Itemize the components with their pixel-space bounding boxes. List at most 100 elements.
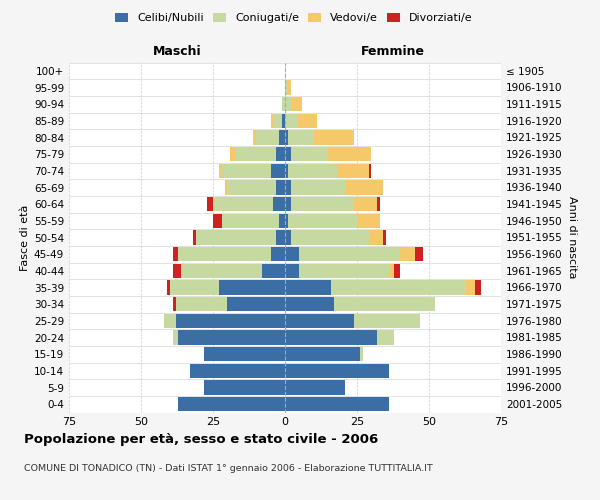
Bar xyxy=(285,247,299,261)
Bar xyxy=(282,97,285,112)
Bar xyxy=(236,147,277,161)
Bar xyxy=(285,97,291,112)
Bar xyxy=(262,264,285,278)
Bar xyxy=(178,330,285,344)
Text: COMUNE DI TONADICO (TN) - Dati ISTAT 1° gennaio 2006 - Elaborazione TUTTITALIA.I: COMUNE DI TONADICO (TN) - Dati ISTAT 1° … xyxy=(24,464,433,473)
Bar xyxy=(299,264,389,278)
Bar xyxy=(334,297,435,311)
Bar xyxy=(475,280,481,294)
Bar xyxy=(357,214,380,228)
Bar xyxy=(285,80,288,94)
Bar xyxy=(285,114,296,128)
Bar xyxy=(178,397,285,411)
Bar xyxy=(279,130,285,144)
Bar xyxy=(205,380,285,394)
Bar xyxy=(227,180,277,194)
Bar xyxy=(230,147,236,161)
Bar xyxy=(193,230,196,244)
Text: Maschi: Maschi xyxy=(152,44,202,58)
Bar xyxy=(328,147,371,161)
Bar xyxy=(377,197,380,211)
Bar xyxy=(219,280,285,294)
Bar xyxy=(400,247,415,261)
Bar xyxy=(170,280,219,294)
Bar xyxy=(288,214,357,228)
Bar xyxy=(176,297,227,311)
Bar xyxy=(271,164,285,178)
Text: Femmine: Femmine xyxy=(361,44,425,58)
Bar xyxy=(285,197,291,211)
Bar xyxy=(288,80,291,94)
Bar xyxy=(173,264,181,278)
Bar xyxy=(205,347,285,361)
Bar xyxy=(219,164,221,178)
Bar xyxy=(285,397,389,411)
Bar xyxy=(285,147,291,161)
Bar xyxy=(271,247,285,261)
Bar xyxy=(213,214,221,228)
Bar xyxy=(253,130,256,144)
Bar xyxy=(360,347,363,361)
Bar xyxy=(383,230,386,244)
Bar xyxy=(288,130,314,144)
Bar xyxy=(291,180,346,194)
Bar xyxy=(354,197,377,211)
Bar xyxy=(394,264,400,278)
Bar xyxy=(285,380,346,394)
Bar xyxy=(256,130,279,144)
Bar xyxy=(354,314,421,328)
Bar xyxy=(164,314,176,328)
Bar xyxy=(279,214,285,228)
Bar xyxy=(368,230,383,244)
Bar xyxy=(285,314,354,328)
Bar xyxy=(213,197,274,211)
Bar xyxy=(285,180,291,194)
Text: Popolazione per età, sesso e stato civile - 2006: Popolazione per età, sesso e stato civil… xyxy=(24,432,378,446)
Bar xyxy=(299,247,400,261)
Bar xyxy=(296,114,317,128)
Bar xyxy=(285,364,389,378)
Bar xyxy=(285,330,377,344)
Bar xyxy=(221,214,279,228)
Bar xyxy=(173,247,178,261)
Bar xyxy=(277,230,285,244)
Bar xyxy=(227,297,285,311)
Bar xyxy=(337,164,368,178)
Bar xyxy=(291,197,354,211)
Bar xyxy=(181,264,262,278)
Bar xyxy=(190,364,285,378)
Bar xyxy=(285,297,334,311)
Bar xyxy=(331,280,466,294)
Bar xyxy=(196,230,277,244)
Bar xyxy=(282,114,285,128)
Y-axis label: Fasce di età: Fasce di età xyxy=(20,204,30,270)
Bar xyxy=(178,247,271,261)
Bar xyxy=(415,247,423,261)
Bar xyxy=(176,314,285,328)
Bar xyxy=(389,264,394,278)
Bar xyxy=(291,97,302,112)
Bar xyxy=(271,114,274,128)
Bar xyxy=(285,214,288,228)
Bar xyxy=(285,347,360,361)
Bar xyxy=(285,130,288,144)
Bar xyxy=(377,330,394,344)
Bar xyxy=(285,164,288,178)
Bar xyxy=(285,230,291,244)
Bar xyxy=(274,197,285,211)
Bar xyxy=(346,180,383,194)
Bar xyxy=(291,147,328,161)
Bar xyxy=(285,280,331,294)
Bar xyxy=(277,180,285,194)
Legend: Celibi/Nubili, Coniugati/e, Vedovi/e, Divorziati/e: Celibi/Nubili, Coniugati/e, Vedovi/e, Di… xyxy=(111,8,477,28)
Y-axis label: Anni di nascita: Anni di nascita xyxy=(567,196,577,278)
Bar xyxy=(277,147,285,161)
Bar xyxy=(288,164,337,178)
Bar xyxy=(167,280,170,294)
Bar xyxy=(207,197,213,211)
Bar xyxy=(221,164,271,178)
Bar xyxy=(274,114,282,128)
Bar xyxy=(314,130,354,144)
Bar xyxy=(368,164,371,178)
Bar xyxy=(224,180,227,194)
